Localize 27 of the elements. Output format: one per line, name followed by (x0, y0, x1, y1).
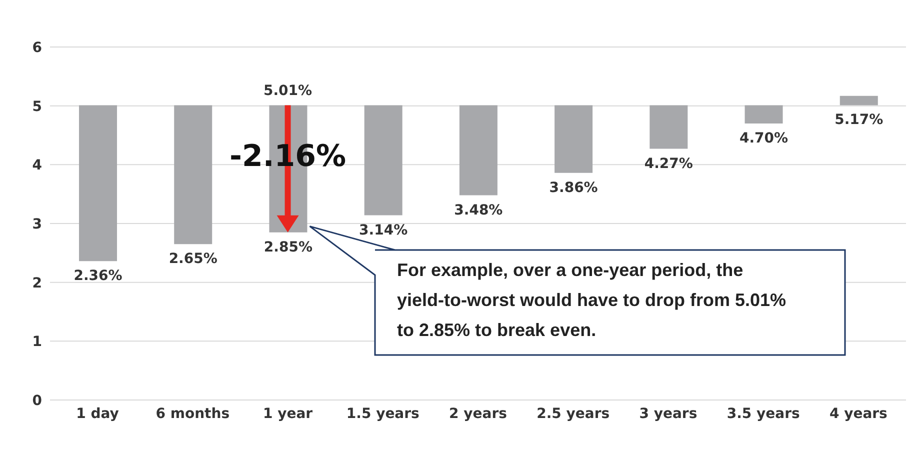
x-tick-label: 1 day (76, 406, 119, 422)
x-tick-label: 3.5 years (726, 406, 800, 422)
y-tick-label: 6 (32, 40, 42, 56)
data-label: 4.27% (644, 156, 693, 172)
annotation: For example, over a one-year period, the yield-to-worst would have to drop from 5.01% to 2.85% to break even. (396, 259, 788, 342)
data-label: 3.48% (454, 202, 503, 218)
y-tick-label: 4 (32, 158, 42, 174)
x-tick-label: 2.5 years (536, 406, 610, 422)
y-tick-label: 0 (32, 392, 42, 409)
x-tick-label: 1.5 years (346, 406, 420, 422)
data-label: 5.17% (834, 112, 884, 128)
data-label: 2.36% (74, 268, 122, 284)
data-label: 2.85% (264, 239, 313, 256)
data-label: 3.86% (549, 180, 598, 196)
data-label: 4.70% (739, 130, 788, 146)
x-tick-label: 6 months (156, 406, 230, 422)
x-tick-label: 4 years (829, 406, 888, 422)
data-label: 2.65% (168, 251, 218, 268)
y-tick-label: 3 (32, 216, 42, 232)
y-tick-label: 1 (32, 334, 42, 350)
annotation: 5.01% (263, 83, 312, 100)
x-tick-label: 3 years (639, 406, 698, 422)
data-label: 3.14% (359, 222, 408, 238)
x-tick-label: 1 year (262, 406, 313, 422)
y-tick-label: 2 (32, 275, 42, 292)
x-tick-label: 2 years (449, 406, 507, 422)
y-tick-label: 5 (32, 98, 42, 115)
